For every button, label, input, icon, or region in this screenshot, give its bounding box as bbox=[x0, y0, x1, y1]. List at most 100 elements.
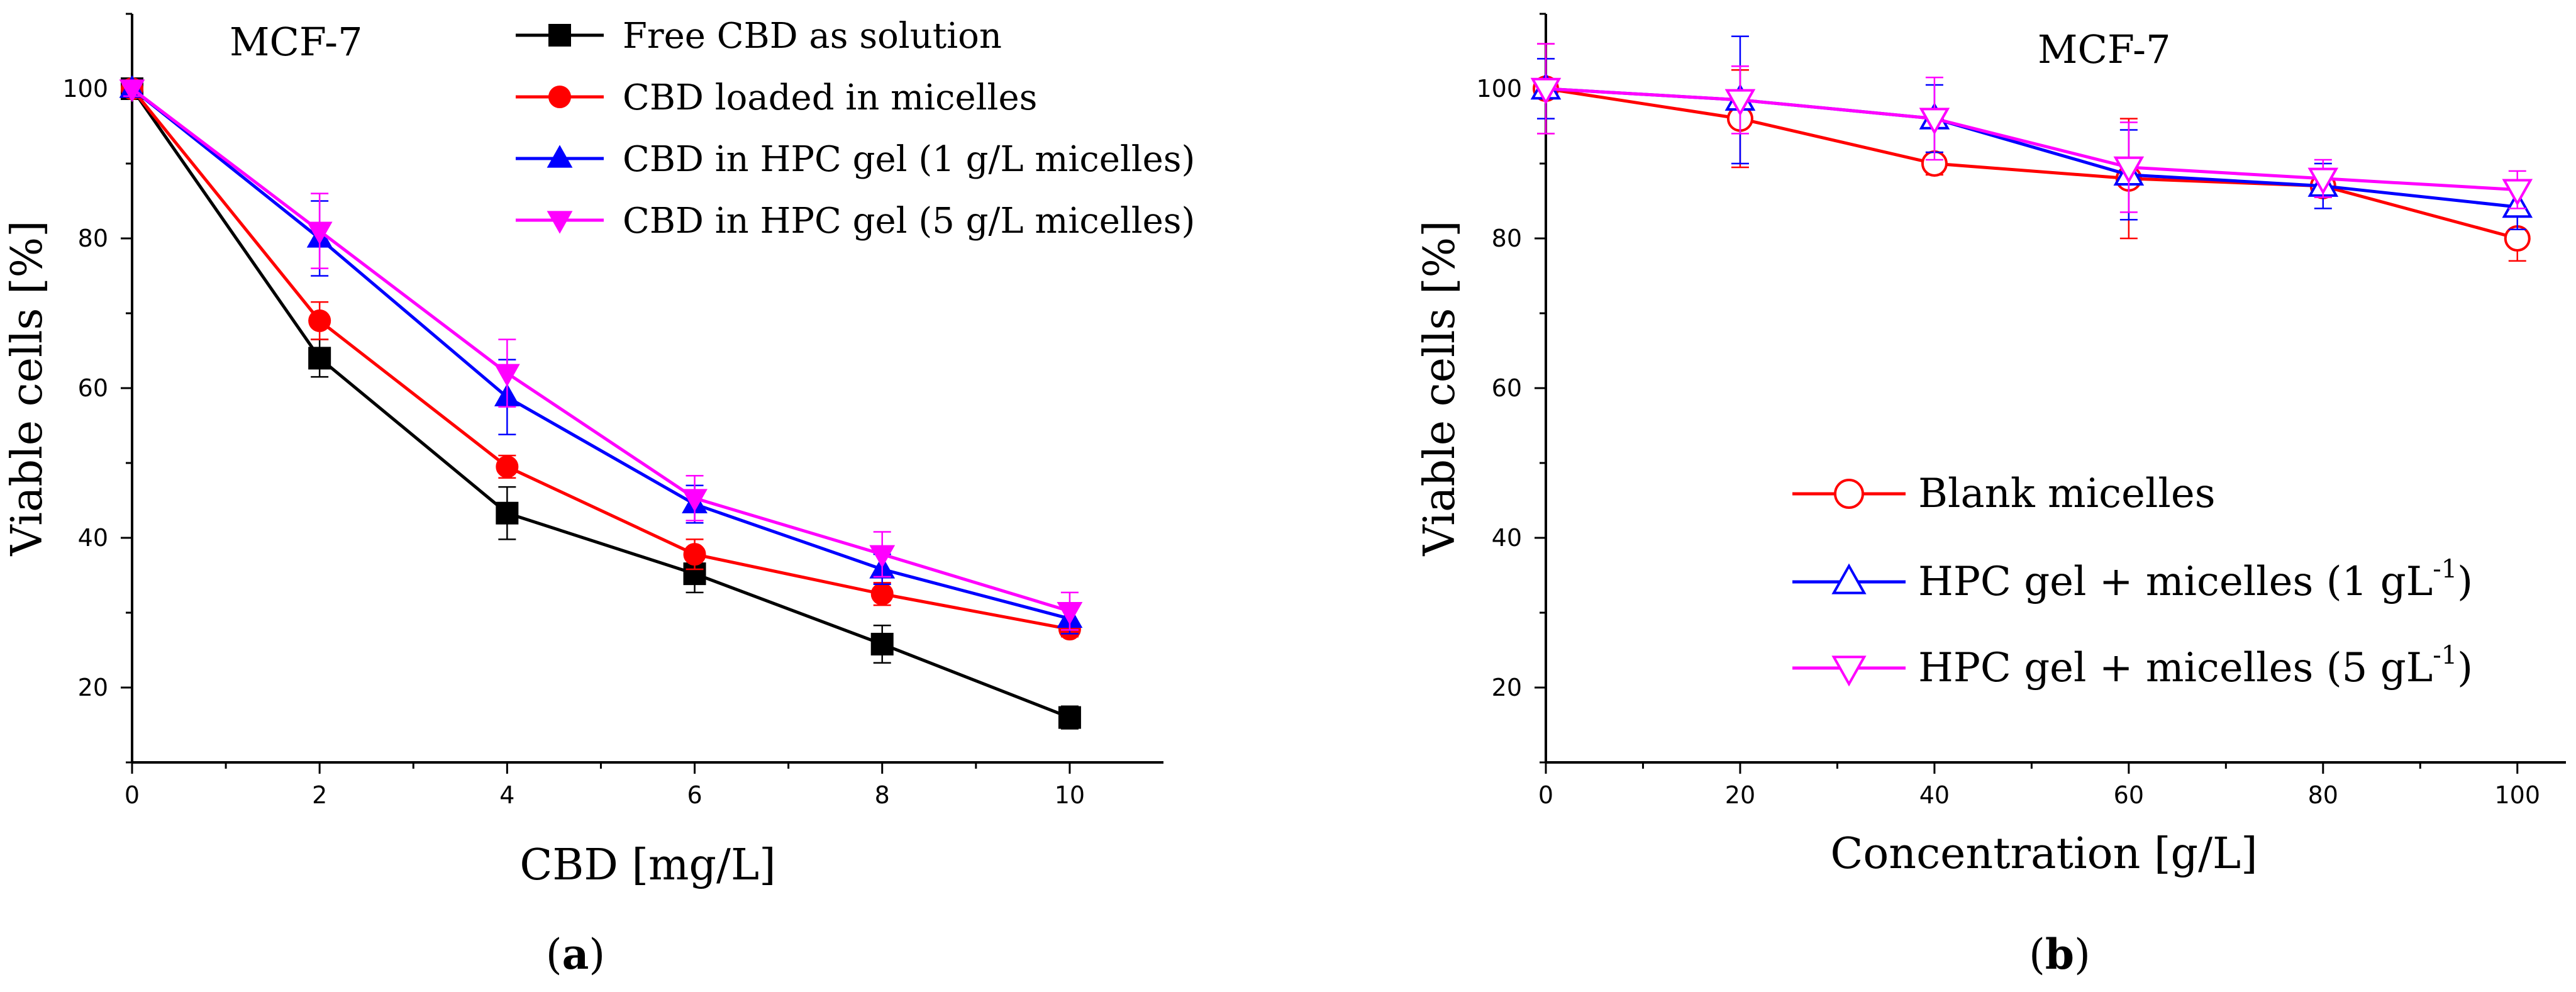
legend-item-cbd-micelles: CBD loaded in micelles bbox=[516, 77, 1037, 118]
y-tick-label: 80 bbox=[78, 225, 108, 252]
y-tick-label: 40 bbox=[1492, 524, 1522, 552]
legend-label-superscript: -1 bbox=[2433, 641, 2457, 670]
series-line bbox=[130, 87, 1070, 719]
data-point bbox=[494, 364, 520, 387]
data-point bbox=[682, 489, 708, 512]
legend-label-main: Blank micelles bbox=[1918, 471, 2216, 517]
legend-item-hpc-1: CBD in HPC gel (1 g/L micelles) bbox=[516, 139, 1195, 180]
panel-a-axes bbox=[131, 14, 1163, 764]
data-point bbox=[870, 632, 894, 655]
legend-marker-triangle-up bbox=[547, 145, 573, 168]
y-tick-label: 80 bbox=[1492, 225, 1522, 252]
panel-b-x-label: Concentration [g/L] bbox=[1830, 829, 2257, 879]
legend-marker-shape bbox=[548, 24, 571, 47]
legend-item-free-cbd: Free CBD as solution bbox=[516, 16, 1002, 57]
data-point bbox=[119, 79, 145, 103]
series-line bbox=[131, 87, 1070, 631]
data-point bbox=[306, 221, 333, 245]
y-tick-label: 20 bbox=[78, 674, 108, 701]
x-tick-label: 0 bbox=[1538, 781, 1553, 809]
y-tick-label: 60 bbox=[78, 374, 108, 402]
legend-label: HPC gel + micelles (5 gL-1) bbox=[1918, 641, 2473, 691]
legend-label: CBD loaded in micelles bbox=[623, 77, 1037, 118]
panel-a-caption: (a) bbox=[546, 930, 605, 979]
panel-a-x-label: CBD [mg/L] bbox=[519, 840, 775, 890]
legend-label-end: ) bbox=[2457, 645, 2473, 691]
legend-marker-shape bbox=[547, 211, 573, 234]
data-point bbox=[1919, 108, 1950, 135]
data-point bbox=[1058, 706, 1081, 729]
legend-marker-shape bbox=[1831, 563, 1867, 594]
legend-label-main: HPC gel + micelles (1 gL bbox=[1918, 559, 2433, 605]
legend-item-hpc-5: CBD in HPC gel (5 g/L micelles) bbox=[516, 201, 1195, 242]
data-point bbox=[870, 582, 894, 606]
x-tick-label: 0 bbox=[125, 781, 140, 809]
legend-label: HPC gel + micelles (1 gL-1) bbox=[1918, 555, 2473, 605]
data-point bbox=[683, 543, 706, 566]
series-line bbox=[131, 87, 1070, 620]
y-tick-label: 100 bbox=[62, 75, 108, 103]
legend-label-end: ) bbox=[2457, 559, 2473, 605]
data-point bbox=[2307, 167, 2339, 195]
legend-marker-open-circle bbox=[1834, 479, 1864, 509]
y-tick-label: 60 bbox=[1492, 374, 1522, 402]
data-point bbox=[1724, 89, 1756, 116]
x-tick-label: 80 bbox=[2308, 781, 2338, 809]
series-3 bbox=[1530, 43, 2533, 213]
legend-marker-square bbox=[548, 24, 571, 47]
panel-a-letter: a bbox=[562, 930, 589, 979]
series-line bbox=[1545, 87, 2518, 240]
legend-marker-open-triangle-up bbox=[1831, 563, 1867, 594]
x-tick-label: 8 bbox=[875, 781, 890, 809]
panel-a-title: MCF-7 bbox=[230, 19, 363, 65]
legend-label: CBD in HPC gel (5 g/L micelles) bbox=[623, 201, 1195, 242]
panel-b-legend: Blank micelles HPC gel + micelles (1 gL-… bbox=[1792, 471, 2473, 691]
series-4 bbox=[119, 79, 1083, 631]
panel-a-y-label: Viable cells [%] bbox=[3, 220, 52, 556]
legend-item-hpc-1: HPC gel + micelles (1 gL-1) bbox=[1792, 555, 2473, 605]
legend-label: Blank micelles bbox=[1918, 471, 2216, 517]
panel-b-letter: b bbox=[2045, 930, 2074, 979]
panel-b-caption: (b) bbox=[2029, 930, 2090, 979]
legend-label: CBD in HPC gel (1 g/L micelles) bbox=[623, 139, 1195, 180]
x-tick-label: 100 bbox=[2494, 781, 2540, 809]
data-point bbox=[308, 309, 331, 332]
series-line bbox=[131, 87, 1070, 613]
panel-b-y-label: Viable cells [%] bbox=[1415, 220, 1465, 556]
data-point bbox=[1057, 602, 1083, 625]
x-tick-label: 6 bbox=[687, 781, 702, 809]
panel-b-chart: 0 20 40 60 80 100 20 40 60 80 100 MCF-7 Concentrat… bbox=[1415, 13, 2566, 979]
legend-marker-shape bbox=[1834, 479, 1864, 509]
data-point bbox=[496, 501, 519, 525]
x-tick-label: 60 bbox=[2114, 781, 2144, 809]
legend-item-blank-micelles: Blank micelles bbox=[1792, 471, 2216, 517]
panel-b-series bbox=[1530, 35, 2533, 262]
data-point bbox=[308, 347, 331, 370]
legend-label-main: HPC gel + micelles (5 gL bbox=[1918, 645, 2433, 691]
legend-label-superscript: -1 bbox=[2433, 555, 2457, 584]
panel-a-ticks: 0 2 4 6 8 10 20 40 60 80 100 bbox=[62, 13, 1085, 809]
legend-marker-shape bbox=[547, 145, 573, 168]
data-point bbox=[2113, 156, 2145, 184]
x-tick-label: 20 bbox=[1725, 781, 1755, 809]
data-point bbox=[2502, 179, 2533, 206]
legend-marker-circle bbox=[548, 86, 571, 108]
x-tick-label: 10 bbox=[1055, 781, 1085, 809]
y-tick-label: 100 bbox=[1476, 75, 1522, 103]
x-tick-label: 40 bbox=[1919, 781, 1950, 809]
legend-label: Free CBD as solution bbox=[623, 16, 1002, 57]
legend-marker-open-triangle-down bbox=[1831, 655, 1867, 687]
data-point bbox=[869, 545, 896, 568]
y-tick-label: 20 bbox=[1492, 674, 1522, 701]
x-tick-label: 2 bbox=[312, 781, 327, 809]
panel-b-title: MCF-7 bbox=[2038, 26, 2171, 72]
y-tick-label: 40 bbox=[78, 524, 108, 552]
panel-a-legend: Free CBD as solution CBD loaded in micel… bbox=[516, 16, 1195, 242]
legend-marker-triangle-down bbox=[547, 211, 573, 234]
panel-a-series bbox=[119, 75, 1083, 730]
data-point bbox=[1530, 77, 1562, 105]
legend-marker-shape bbox=[1831, 655, 1867, 687]
data-point bbox=[496, 455, 519, 478]
legend-marker-shape bbox=[548, 86, 571, 108]
